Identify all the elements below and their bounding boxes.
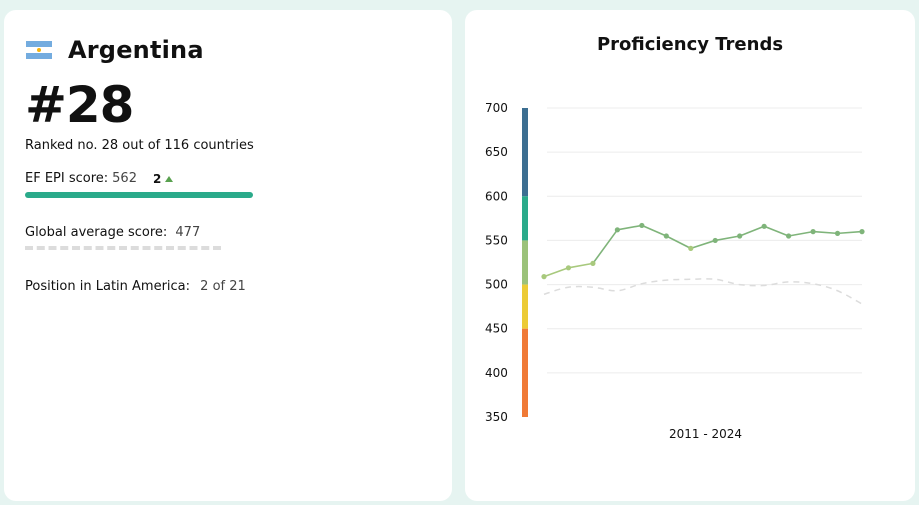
score-trend-segment [690,239,716,250]
score-change-value: 2 [152,171,162,186]
score-trend-segment [763,225,789,237]
score-trend-segment [837,230,863,235]
score-row: EF EPI score: 562 2 [25,171,174,186]
level-band-segment [522,196,528,241]
score-value: 562 [112,171,137,186]
score-trend-segment [543,267,569,278]
score-data-point [565,265,572,271]
region-position-value: 2 of 21 [200,279,246,294]
score-trend-segment [715,235,740,242]
country-summary-card: Argentina #28 Ranked no. 28 out of 116 c… [4,10,452,501]
score-data-point [614,227,620,233]
score-trend-segment [617,224,642,231]
region-position-label: Position in Latin America: [25,279,191,294]
score-trend-segment [665,235,692,250]
score-data-point [810,229,816,235]
global-average-label: Global average score: [25,225,168,240]
score-trend-segment [788,230,814,237]
y-tick-label: 350 [485,410,508,424]
score-data-point [688,245,694,251]
score-data-point [639,222,645,229]
rank-description: Ranked no. 28 out of 116 countries [25,138,254,153]
argentina-flag-icon [26,41,52,59]
global-average-dashed-line [25,246,221,250]
score-trend-segment [641,224,667,237]
global-average-trend-line [543,278,863,305]
global-average-value: 477 [175,225,201,240]
score-trend-segment [813,230,838,235]
country-header: Argentina [26,36,204,64]
score-bar [25,192,253,198]
level-band-segment [522,328,528,417]
y-tick-label: 400 [485,366,508,380]
score-trend-segment [739,225,765,237]
arrow-up-icon [165,175,174,182]
flag-band-bottom [26,53,52,59]
score-data-point [663,233,669,239]
y-tick-label: 550 [485,233,508,247]
score-label: EF EPI score: [25,171,109,186]
score-data-point [786,233,792,239]
score-data-point [834,230,841,236]
rank-number: #28 [25,76,134,134]
proficiency-trends-chart: 700 650 600 550 500 450 400 350 2011 - 2024 [485,101,865,441]
flag-band-top [26,41,52,47]
score-trend-segment [568,262,594,269]
region-position-row: Position in Latin America: 2 of 21 [25,279,246,294]
y-tick-label: 600 [485,189,508,203]
score-data-point [712,237,718,244]
level-band-segment [522,240,528,285]
y-tick-label: 450 [485,322,508,336]
country-name: Argentina [68,36,204,64]
y-tick-label: 700 [485,101,508,115]
score-change: 2 [152,171,174,186]
score-data-point [590,260,596,266]
y-tick-label: 650 [485,145,508,159]
proficiency-trends-card: Proficiency Trends 700 650 600 550 500 450 400… [465,10,915,501]
chart-title: Proficiency Trends [596,34,784,55]
level-band-segment [522,284,528,329]
y-tick-label: 500 [485,278,508,292]
x-axis-label: 2011 - 2024 [669,427,742,441]
global-average-row: Global average score: 477 [25,225,200,240]
score-trend-segment [592,229,619,264]
score-data-point [859,229,865,235]
score-data-point [761,223,767,229]
score-data-point [737,233,743,239]
score-data-point [541,274,547,280]
flag-sun [37,48,41,52]
level-band-segment [522,108,528,197]
